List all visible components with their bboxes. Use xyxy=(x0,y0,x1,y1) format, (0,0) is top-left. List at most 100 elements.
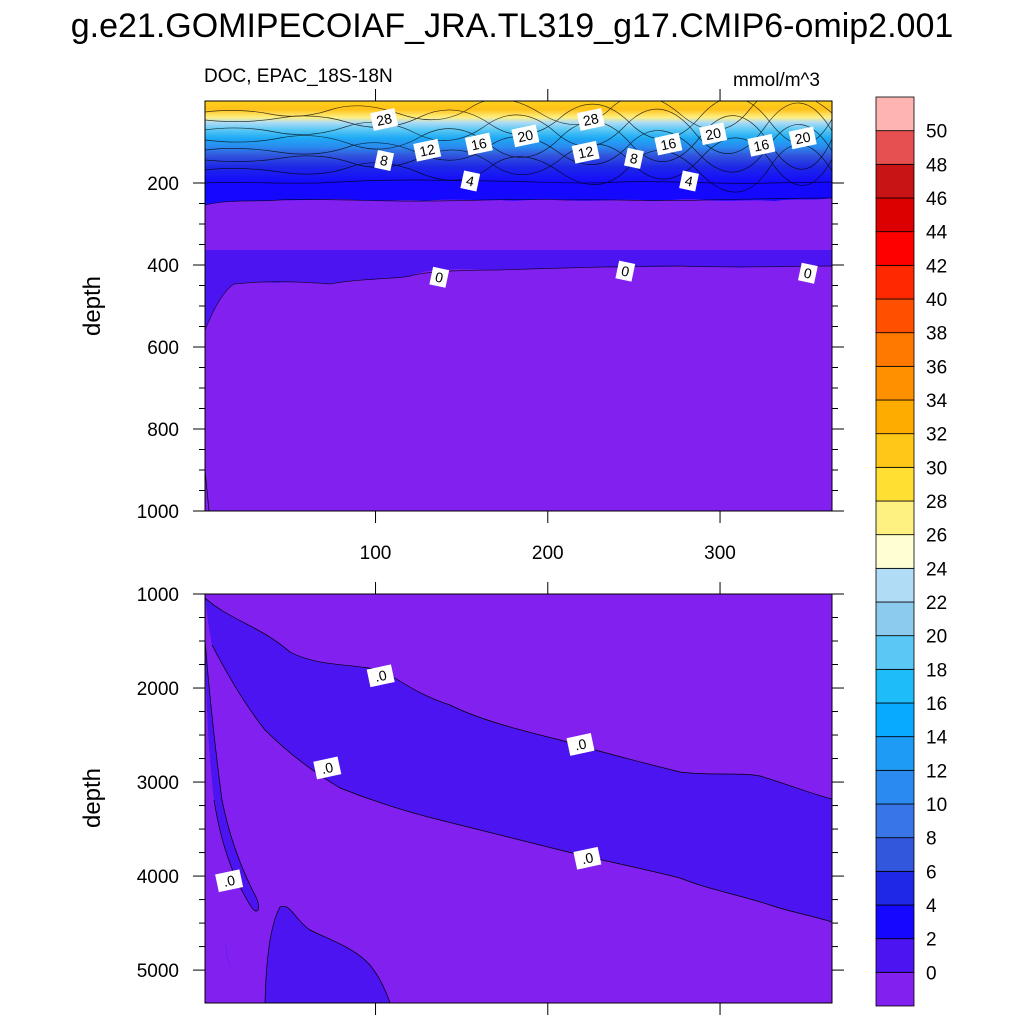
contour-label-box xyxy=(464,132,493,156)
contour-label-box xyxy=(747,133,776,157)
contour-label-text: 20 xyxy=(793,128,812,147)
contour-label-box xyxy=(413,138,442,162)
colorbar-swatch xyxy=(875,365,915,401)
units-label: mmol/m^3 xyxy=(733,70,820,91)
lower-fill-level-2-band xyxy=(205,594,832,922)
contour-label: .0 xyxy=(566,733,595,756)
contour-label-box xyxy=(374,149,395,171)
contour-label-text: 16 xyxy=(752,136,771,155)
colorbar-label: 2 xyxy=(926,930,937,951)
contour-label-box xyxy=(313,756,342,780)
contour-label: 16 xyxy=(464,132,493,156)
colorbar-label: 20 xyxy=(926,627,947,648)
colorbar-swatch xyxy=(875,736,915,771)
lower-contour-labels: .0 .0 .0 .0 .0 xyxy=(215,664,602,893)
contour-label: 8 xyxy=(624,147,644,169)
contour-label: .0 xyxy=(573,846,602,870)
contour-label-text: 12 xyxy=(576,143,595,162)
contour-label-text: 28 xyxy=(582,110,601,129)
contour-label-text: .0 xyxy=(373,667,388,685)
colorbar-swatch xyxy=(875,769,915,805)
lower-panel: .0 .0 .0 .0 .0 1000 2000 3000 4000 5000 depth xyxy=(79,582,844,1015)
colorbar-label: 26 xyxy=(926,526,947,547)
fill-level-2 xyxy=(205,250,832,330)
colorbar-label: 48 xyxy=(926,155,947,176)
contour-label-text: .0 xyxy=(222,872,237,890)
colorbar-swatch xyxy=(875,668,915,704)
lower-y-tick-label: 1000 xyxy=(137,585,179,606)
contour-label-box xyxy=(571,140,600,164)
contour-label-box xyxy=(788,126,817,150)
colorbar-label: 16 xyxy=(926,694,947,715)
upper-y-tick-label: 600 xyxy=(147,338,179,359)
contour-label-text: 0 xyxy=(620,263,631,280)
upper-x-tick-label: 300 xyxy=(704,543,736,564)
contour-label-box xyxy=(460,170,481,192)
upper-y-tick-label: 200 xyxy=(147,174,179,195)
upper-x-tick-label: 200 xyxy=(532,543,564,564)
contour-label-text: .0 xyxy=(580,849,595,867)
colorbar-swatch xyxy=(875,298,915,334)
contour-label: 0 xyxy=(615,260,636,282)
colorbar-swatch xyxy=(875,130,915,165)
colorbar-label: 42 xyxy=(926,256,947,277)
colorbar-label: 4 xyxy=(926,896,937,917)
lower-plot-area xyxy=(205,594,832,1003)
colorbar-label: 14 xyxy=(926,728,948,749)
contour-label-box xyxy=(366,664,395,688)
lower-axes: 1000 2000 3000 4000 5000 xyxy=(137,582,844,1015)
colorbar: 0246810121416182022242628303234363840424… xyxy=(875,96,948,1007)
colorbar-swatch xyxy=(875,601,915,637)
contour-label-text: 12 xyxy=(418,141,437,160)
colorbar-swatch xyxy=(875,399,915,435)
contour-label: 4 xyxy=(460,170,481,192)
contour-label-text: 0 xyxy=(802,265,813,282)
colorbar-swatch xyxy=(875,96,915,132)
contour-label: .0 xyxy=(366,664,395,688)
colorbar-label: 32 xyxy=(926,425,947,446)
contour-label: 8 xyxy=(374,149,395,171)
colorbar-label: 50 xyxy=(926,122,947,143)
lower-y-axis-label: depth xyxy=(79,768,106,828)
lower-fill-bottom-lobe xyxy=(265,906,390,1003)
lower-y-tick-label: 3000 xyxy=(137,773,179,794)
colorbar-swatch xyxy=(875,971,915,1007)
colorbar-swatch xyxy=(875,500,915,536)
contour-label: 16 xyxy=(654,132,683,156)
colorbar-label: 46 xyxy=(926,189,947,210)
contour-label: 0 xyxy=(429,266,450,288)
contour-label-text: 28 xyxy=(375,110,394,129)
contour-label-box xyxy=(615,260,636,282)
contour-label-text: 16 xyxy=(659,135,678,154)
contour-label-text: 0 xyxy=(434,269,445,286)
chart-title: g.e21.GOMIPECOIAF_JRA.TL319_g17.CMIP6-om… xyxy=(71,7,954,45)
colorbar-label: 36 xyxy=(926,357,947,378)
contour-label-text: 16 xyxy=(470,135,489,154)
contour-label-box xyxy=(511,124,540,148)
contour-label: 28 xyxy=(370,108,399,131)
contour-label: 12 xyxy=(571,140,600,164)
upper-contour-labels: 28 28 12 16 20 12 8 16 20 16 20 8 4 4 0 0 0 xyxy=(370,108,818,288)
contour-label-box xyxy=(624,147,644,169)
colorbar-label: 24 xyxy=(926,559,948,580)
colorbar-swatch xyxy=(875,938,915,973)
colorbar-swatch xyxy=(875,231,915,266)
contour-label-box xyxy=(654,132,683,156)
colorbar-swatch xyxy=(875,466,915,502)
contour-label-box xyxy=(797,262,818,284)
upper-x-tick-label: 100 xyxy=(360,543,392,564)
contour-label: .0 xyxy=(313,756,342,780)
colorbar-label: 38 xyxy=(926,324,947,345)
contour-label-box xyxy=(429,266,450,288)
contour-label-box xyxy=(576,108,605,131)
colorbar-swatch xyxy=(875,702,915,738)
colorbar-swatch xyxy=(875,904,915,940)
lower-y-tick-label: 5000 xyxy=(137,961,179,982)
lower-y-tick-label: 4000 xyxy=(137,867,179,888)
contour-label-text: 20 xyxy=(516,126,535,145)
contour-label-text: 4 xyxy=(684,172,695,189)
upper-y-tick-label: 400 xyxy=(147,256,179,277)
contour-label: 28 xyxy=(576,108,605,131)
contour-label-box xyxy=(699,122,728,146)
